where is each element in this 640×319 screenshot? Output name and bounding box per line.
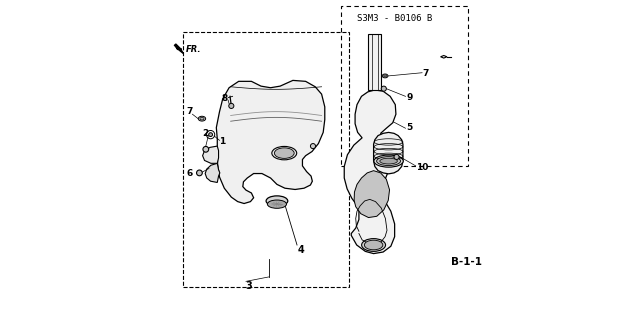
Bar — [340, 6, 468, 166]
Text: 2: 2 — [202, 130, 209, 138]
Text: FR.: FR. — [186, 45, 202, 54]
Text: 9: 9 — [406, 93, 413, 102]
Bar — [183, 32, 349, 287]
Polygon shape — [369, 34, 381, 90]
Text: 6: 6 — [186, 169, 193, 178]
Circle shape — [310, 144, 316, 149]
Polygon shape — [203, 146, 218, 163]
Ellipse shape — [374, 155, 403, 167]
Text: 5: 5 — [406, 123, 412, 132]
Ellipse shape — [200, 117, 204, 120]
Ellipse shape — [268, 200, 287, 208]
Text: 4: 4 — [298, 245, 305, 256]
Ellipse shape — [198, 116, 205, 121]
Ellipse shape — [272, 146, 297, 160]
Circle shape — [381, 86, 387, 91]
Circle shape — [196, 170, 202, 176]
Circle shape — [203, 146, 209, 152]
Ellipse shape — [380, 158, 397, 164]
Polygon shape — [216, 80, 324, 204]
Text: S3M3 - B0106 B: S3M3 - B0106 B — [357, 14, 433, 23]
Text: 10: 10 — [416, 163, 428, 172]
Ellipse shape — [266, 196, 288, 206]
Polygon shape — [205, 163, 220, 182]
Ellipse shape — [376, 157, 401, 166]
Text: B-1-1: B-1-1 — [451, 257, 482, 267]
Ellipse shape — [382, 74, 388, 78]
Text: 1: 1 — [220, 137, 226, 146]
Ellipse shape — [362, 239, 385, 251]
Ellipse shape — [364, 240, 383, 250]
Ellipse shape — [383, 75, 387, 77]
Circle shape — [394, 154, 399, 160]
Circle shape — [209, 133, 212, 137]
Text: 8: 8 — [221, 94, 227, 103]
Polygon shape — [344, 90, 396, 254]
Polygon shape — [374, 132, 403, 174]
Ellipse shape — [275, 148, 294, 159]
Polygon shape — [440, 56, 447, 58]
Polygon shape — [354, 171, 390, 218]
Polygon shape — [175, 44, 184, 54]
Text: 7: 7 — [186, 107, 193, 116]
Text: 3: 3 — [245, 280, 252, 291]
Text: 7: 7 — [422, 69, 428, 78]
Circle shape — [228, 103, 234, 108]
